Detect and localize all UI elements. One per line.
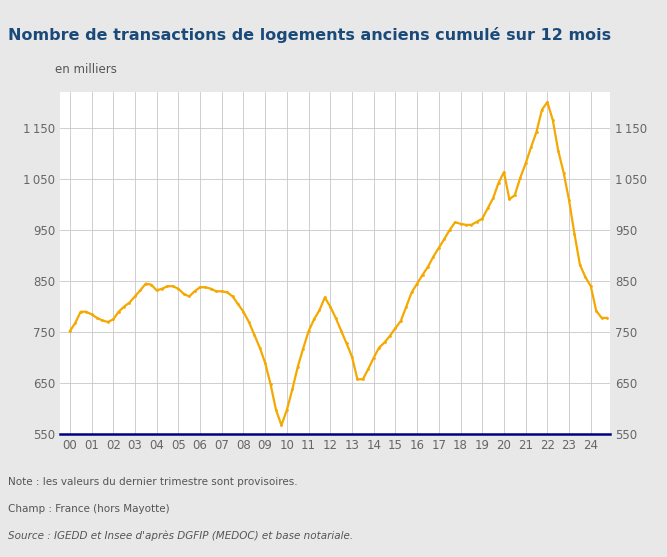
Text: en milliers: en milliers bbox=[55, 63, 117, 76]
Text: Champ : France (hors Mayotte): Champ : France (hors Mayotte) bbox=[8, 505, 169, 514]
Text: Nombre de transactions de logements anciens cumulé sur 12 mois: Nombre de transactions de logements anci… bbox=[8, 27, 611, 43]
Text: Note : les valeurs du dernier trimestre sont provisoires.: Note : les valeurs du dernier trimestre … bbox=[8, 477, 297, 487]
Text: Source : IGEDD et Insee d'après DGFIP (MEDOC) et base notariale.: Source : IGEDD et Insee d'après DGFIP (M… bbox=[8, 531, 353, 541]
